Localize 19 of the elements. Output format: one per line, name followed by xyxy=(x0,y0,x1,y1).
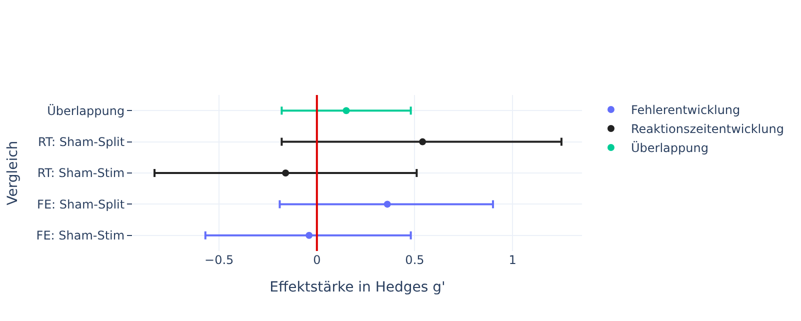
point xyxy=(419,138,426,146)
y-axis-title: Vergleich xyxy=(4,140,21,206)
x-tick-label: 0.5 xyxy=(405,253,424,267)
x-tick-label: −0.5 xyxy=(204,253,234,267)
legend-label: Fehlerentwicklung xyxy=(630,103,740,118)
y-tick-label: Überlappung xyxy=(47,104,125,118)
point xyxy=(384,200,391,208)
y-tick-label: RT: Sham-Stim xyxy=(37,166,125,180)
y-tick-label: RT: Sham-Split xyxy=(38,135,125,149)
legend-label: Überlappung xyxy=(630,141,708,156)
point xyxy=(282,170,290,176)
y-tick-label: FE: Sham-Stim xyxy=(36,228,125,243)
x-tick-label: 0 xyxy=(313,253,321,267)
x-axis-title: Effektstärke in Hedges g' xyxy=(270,279,446,296)
x-tick-label: 1 xyxy=(508,253,516,267)
point xyxy=(306,232,313,239)
legend-label: Reaktionszeitentwicklung xyxy=(630,122,784,136)
y-tick-label: FE: Sham-Split xyxy=(37,197,125,212)
point xyxy=(342,107,350,114)
